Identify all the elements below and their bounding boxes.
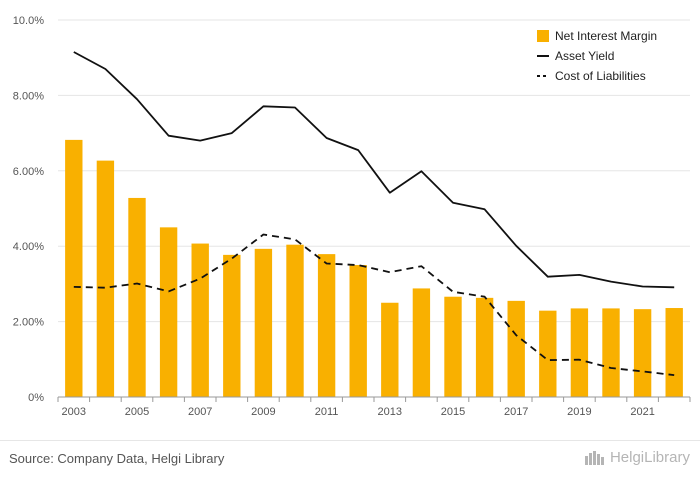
x-tick-label: 2013 [378, 406, 402, 418]
x-tick-label: 2009 [251, 406, 275, 418]
x-tick-label: 2019 [567, 406, 591, 418]
footer: Source: Company Data, Helgi Library Helg… [0, 440, 700, 483]
y-tick-label: 0% [28, 392, 44, 404]
x-tick-label: 2003 [62, 406, 86, 418]
bar-2010 [286, 244, 304, 397]
bar-2004 [96, 160, 115, 397]
y-tick-label: 4.00% [13, 241, 44, 253]
bar-2012 [349, 265, 367, 397]
bar-2003 [65, 139, 83, 398]
bar-2017 [507, 300, 525, 397]
bar-2022 [665, 308, 683, 397]
bar-2006 [159, 227, 178, 397]
bar-2009 [254, 248, 273, 397]
legend-label: Cost of Liabilities [555, 69, 646, 83]
x-tick-label: 2007 [188, 406, 212, 418]
x-tick-label: 2017 [504, 406, 528, 418]
x-tick-label: 2015 [441, 406, 465, 418]
line-series [73, 51, 675, 376]
legend: Net Interest Margin Asset Yield Cost of Li… [537, 29, 657, 83]
library-icon [584, 450, 604, 465]
bar-2018 [539, 310, 557, 397]
y-tick-label: 8.00% [13, 90, 44, 102]
bar-2005 [128, 197, 146, 397]
helgi-library-logo: HelgiLibrary [584, 449, 690, 466]
bar-2016 [475, 297, 494, 397]
source-note: Source: Company Data, Helgi Library [9, 451, 225, 466]
x-tick-label: 2005 [125, 406, 149, 418]
bar-2008 [223, 254, 241, 397]
bar-2015 [444, 296, 462, 397]
legend-label: Asset Yield [555, 49, 614, 63]
bar-2021 [633, 309, 652, 397]
x-axis [57, 396, 691, 402]
bar-2019 [570, 308, 589, 397]
bar-2007 [191, 243, 209, 397]
bar-2014 [412, 288, 431, 397]
y-axis-labels: 0% 2.00% 4.00% 6.00% 8.00% 10.0% [13, 15, 44, 404]
legend-swatch-bar [537, 30, 549, 42]
logo-text: HelgiLibrary [609, 449, 690, 466]
legend-label: Net Interest Margin [555, 29, 657, 43]
x-tick-label: 2011 [315, 406, 339, 418]
x-tick-label: 2021 [630, 406, 654, 418]
bar-2020 [602, 308, 620, 397]
x-axis-labels: 2003 2005 2007 2009 2011 2013 2015 2017 2019 2021 [62, 406, 655, 418]
line-cost-of-liabilities [73, 233, 675, 376]
bar-2011 [317, 254, 336, 397]
bar-2013 [381, 302, 399, 397]
y-tick-label: 6.00% [13, 166, 44, 178]
y-tick-label: 2.00% [13, 317, 44, 329]
line-asset-yield [73, 51, 675, 289]
y-tick-label: 10.0% [13, 15, 44, 27]
chart: 0% 2.00% 4.00% 6.00% 8.00% 10.0% 2003 2005 2007… [13, 15, 691, 418]
